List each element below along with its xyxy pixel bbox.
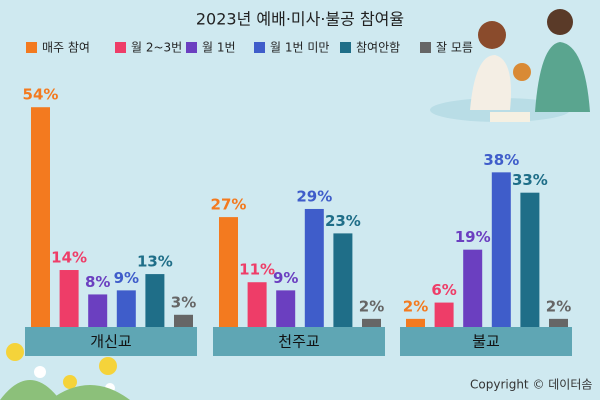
bar xyxy=(247,282,267,327)
value-label: 2% xyxy=(546,297,571,315)
x-tick-label: 천주교 xyxy=(278,333,319,351)
legend-label: 월 2~3번 xyxy=(131,41,182,55)
value-label: 38% xyxy=(483,151,519,169)
x-tick-label: 불교 xyxy=(472,333,500,351)
legend-swatch xyxy=(186,42,197,53)
legend-swatch xyxy=(26,42,37,53)
value-label: 13% xyxy=(137,253,173,271)
legend-swatch xyxy=(340,42,351,53)
legend-swatch xyxy=(115,42,126,53)
bar xyxy=(520,192,540,327)
bar xyxy=(276,290,296,327)
bar xyxy=(491,172,511,327)
legend-swatch xyxy=(254,42,265,53)
bar xyxy=(406,318,425,327)
bar xyxy=(333,233,353,327)
value-label: 14% xyxy=(51,249,87,267)
bar xyxy=(174,314,193,327)
legend-label: 참여안함 xyxy=(356,41,400,55)
bar xyxy=(219,217,238,327)
value-label: 33% xyxy=(512,171,548,189)
category-band xyxy=(400,327,572,356)
value-label: 29% xyxy=(296,187,332,205)
x-tick-label: 개신교 xyxy=(90,333,131,351)
legend-label: 매주 참여 xyxy=(42,41,90,55)
legend-label: 잘 모름 xyxy=(436,41,473,55)
decoration xyxy=(0,9,590,400)
bar xyxy=(88,294,108,327)
bar xyxy=(463,249,483,327)
legend-label: 월 1번 xyxy=(202,41,236,55)
value-label: 27% xyxy=(211,196,247,214)
bar xyxy=(549,318,568,327)
copyright: Copyright © 데이터솜 xyxy=(470,378,592,392)
value-label: 9% xyxy=(114,269,139,287)
chart-title: 2023년 예배·미사·불공 참여율 xyxy=(196,10,404,29)
bar xyxy=(434,302,454,327)
category-band xyxy=(213,327,385,356)
legend-label: 월 1번 미만 xyxy=(270,41,329,55)
value-label: 2% xyxy=(403,297,428,315)
value-label: 6% xyxy=(431,281,456,299)
bar xyxy=(116,290,136,327)
value-label: 2% xyxy=(359,297,384,315)
bar xyxy=(362,318,381,327)
category-band xyxy=(25,327,197,356)
value-label: 3% xyxy=(171,293,196,311)
value-label: 19% xyxy=(455,228,491,246)
value-label: 11% xyxy=(239,261,275,279)
value-label: 54% xyxy=(23,86,59,104)
value-label: 9% xyxy=(273,269,298,287)
bar xyxy=(31,107,50,327)
value-label: 23% xyxy=(325,212,361,230)
legend-swatch xyxy=(420,42,431,53)
bar xyxy=(304,208,324,327)
bar xyxy=(59,270,79,327)
value-label: 8% xyxy=(85,273,110,291)
bar xyxy=(145,274,165,327)
